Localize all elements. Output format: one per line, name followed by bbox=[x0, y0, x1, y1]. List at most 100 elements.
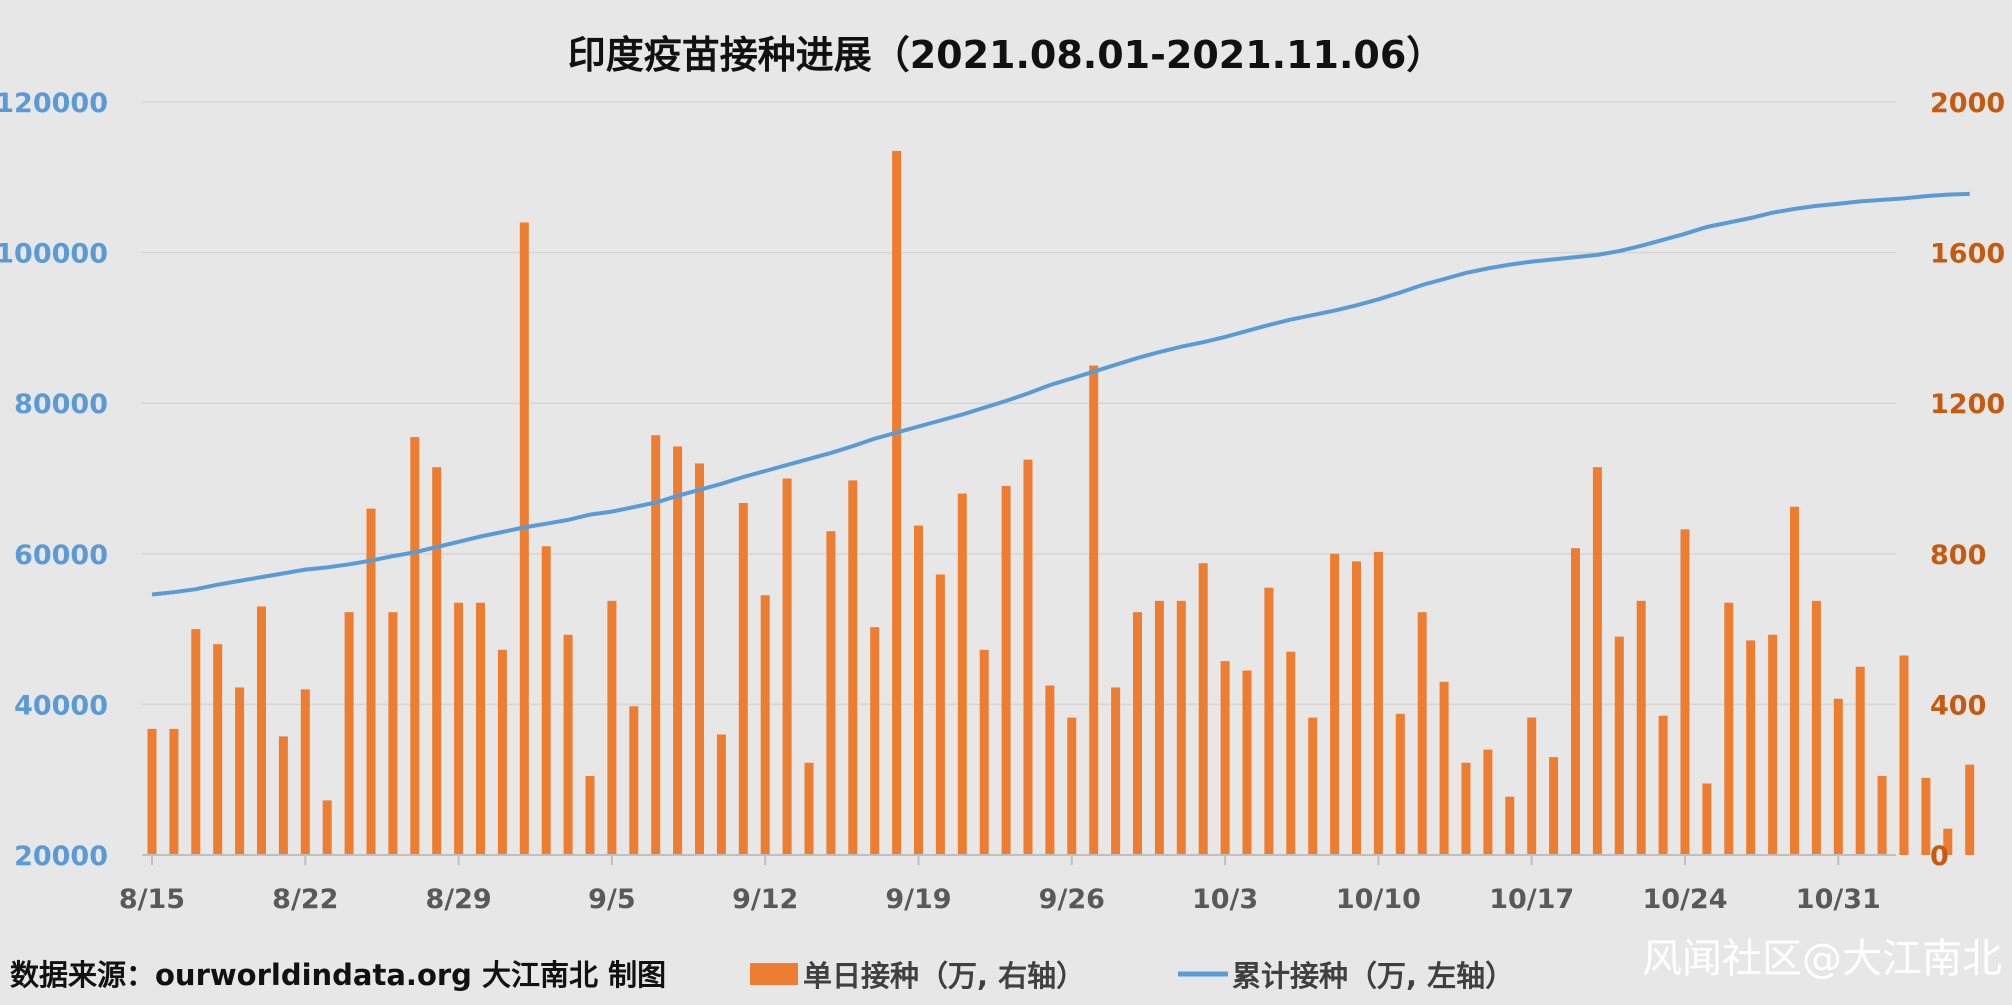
daily-bar bbox=[1286, 651, 1296, 855]
right-tick-label: 0 bbox=[1930, 841, 1949, 872]
daily-bar bbox=[257, 606, 266, 855]
daily-bar bbox=[760, 595, 770, 855]
legend-line-label: 累计接种（万, 左轴） bbox=[1232, 959, 1514, 993]
daily-bar bbox=[1395, 713, 1405, 855]
daily-bar bbox=[1133, 612, 1142, 855]
daily-bar bbox=[1680, 529, 1690, 855]
x-tick-label: 10/17 bbox=[1489, 884, 1574, 915]
daily-bar bbox=[651, 435, 661, 855]
legend-bar-swatch bbox=[750, 963, 798, 985]
daily-bar bbox=[1198, 563, 1208, 855]
x-tick-label: 9/26 bbox=[1039, 884, 1105, 915]
x-tick-label: 8/29 bbox=[425, 884, 491, 915]
right-tick-label: 800 bbox=[1930, 540, 1986, 571]
right-tick-label: 400 bbox=[1930, 690, 1986, 721]
daily-bar bbox=[235, 687, 245, 855]
daily-bar bbox=[1352, 561, 1361, 855]
daily-bar bbox=[1505, 796, 1515, 855]
daily-bar bbox=[278, 736, 288, 855]
daily-bar bbox=[1702, 783, 1712, 855]
daily-bar bbox=[870, 627, 880, 855]
x-tick-label: 10/10 bbox=[1336, 884, 1421, 915]
daily-bar bbox=[1483, 749, 1493, 855]
left-tick-label: 100000 bbox=[0, 239, 108, 270]
left-tick-label: 60000 bbox=[14, 540, 108, 571]
left-tick-label: 120000 bbox=[0, 88, 108, 119]
daily-bar bbox=[1264, 587, 1274, 855]
daily-bar bbox=[344, 612, 354, 855]
daily-bar bbox=[541, 546, 551, 855]
daily-bar bbox=[147, 728, 157, 855]
daily-bar bbox=[497, 649, 507, 855]
daily-bar bbox=[629, 706, 639, 855]
daily-bar bbox=[607, 600, 617, 855]
daily-bar bbox=[366, 508, 376, 855]
daily-bar bbox=[1045, 685, 1055, 855]
daily-bar bbox=[1724, 602, 1734, 855]
daily-bar bbox=[1965, 764, 1975, 855]
daily-bar bbox=[1154, 600, 1164, 855]
daily-bar bbox=[1242, 670, 1252, 855]
watermark: 风闻社区@大江南北 bbox=[1642, 936, 2002, 982]
daily-bar bbox=[892, 150, 902, 855]
gridlines bbox=[142, 101, 1896, 706]
daily-bar bbox=[804, 762, 814, 855]
daily-bar bbox=[410, 437, 420, 855]
daily-bar bbox=[1330, 553, 1340, 855]
x-tick-label: 8/22 bbox=[272, 884, 338, 915]
daily-bar bbox=[1833, 698, 1843, 855]
daily-bar bbox=[1658, 715, 1668, 855]
daily-bar bbox=[695, 463, 704, 855]
daily-bar bbox=[1811, 600, 1821, 855]
daily-bar bbox=[1308, 717, 1318, 855]
x-tick-label: 10/31 bbox=[1796, 884, 1881, 915]
daily-bar bbox=[563, 634, 573, 855]
x-tick-label: 9/12 bbox=[732, 884, 798, 915]
daily-bar bbox=[1877, 775, 1887, 855]
daily-bar bbox=[476, 602, 485, 855]
daily-bar bbox=[1373, 551, 1383, 855]
daily-bar bbox=[914, 525, 923, 855]
left-tick-label: 20000 bbox=[14, 841, 108, 872]
daily-bar bbox=[1921, 777, 1931, 855]
daily-bar bbox=[213, 644, 223, 855]
daily-bar bbox=[519, 222, 529, 856]
daily-bar bbox=[169, 728, 179, 855]
daily-bar bbox=[1439, 681, 1449, 855]
daily-bar bbox=[1614, 636, 1624, 855]
x-tick-label: 10/3 bbox=[1192, 884, 1258, 915]
daily-bar bbox=[1746, 640, 1756, 855]
daily-bar bbox=[1089, 365, 1099, 855]
daily-bar bbox=[1067, 717, 1077, 855]
daily-bar bbox=[716, 734, 726, 855]
daily-bar bbox=[935, 574, 945, 855]
daily-bar bbox=[1549, 757, 1559, 855]
left-tick-label: 40000 bbox=[14, 690, 108, 721]
x-tick-label: 9/19 bbox=[885, 884, 951, 915]
axis-ticks: 20000 40000 60000 80000 100000 120000 0 400 800 1… bbox=[0, 88, 2005, 915]
x-tick-label: 10/24 bbox=[1642, 884, 1727, 915]
daily-bar bbox=[957, 493, 967, 855]
legend-bar-label: 单日接种（万, 右轴） bbox=[803, 959, 1085, 993]
daily-bar bbox=[1768, 634, 1778, 855]
daily-bar bbox=[1461, 762, 1471, 855]
daily-bar bbox=[300, 689, 310, 855]
daily-bar bbox=[1636, 600, 1646, 855]
daily-bar bbox=[1176, 600, 1186, 855]
daily-bar bbox=[585, 775, 595, 855]
daily-bar bbox=[1001, 486, 1011, 855]
daily-bar bbox=[1220, 661, 1230, 855]
x-tick-label: 9/5 bbox=[588, 884, 635, 915]
daily-bar bbox=[1571, 548, 1580, 855]
daily-bar bbox=[979, 649, 989, 855]
daily-bar bbox=[388, 612, 398, 855]
right-tick-label: 1200 bbox=[1930, 389, 2005, 420]
daily-bar bbox=[1023, 459, 1033, 855]
daily-bar bbox=[738, 502, 748, 855]
daily-bar bbox=[1527, 717, 1537, 855]
daily-bars bbox=[147, 150, 1975, 856]
daily-bar bbox=[191, 629, 201, 855]
daily-bar bbox=[1943, 828, 1953, 855]
daily-bar bbox=[782, 478, 792, 855]
